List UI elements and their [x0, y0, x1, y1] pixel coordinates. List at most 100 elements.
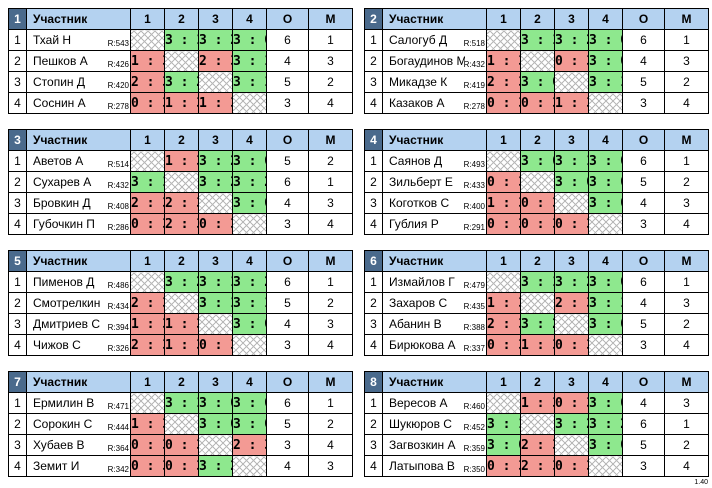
place-header: М [308, 250, 353, 272]
opponent-col-header: 1 [130, 129, 165, 151]
match-score: 3 : 2 [164, 71, 199, 93]
player-cell: Сухарев А R:432 [26, 171, 131, 193]
match-score: 2 : 3 [554, 292, 589, 314]
participant-header: Участник [26, 371, 131, 393]
player-place: 3 [664, 292, 709, 314]
player-name: Загвозкин А [389, 438, 456, 452]
player-place: 2 [664, 171, 709, 193]
player-rating: R:486 [107, 281, 129, 290]
match-score: 3 : 0 [198, 413, 233, 435]
player-cell: Вересов А R:460 [382, 392, 487, 414]
player-name: Саянов Д [389, 154, 443, 168]
opponent-col-header: 1 [486, 129, 521, 151]
player-points: 4 [266, 313, 309, 335]
match-score: 3 : 2 [520, 313, 555, 335]
points-header: О [622, 8, 665, 30]
player-place: 2 [308, 413, 353, 435]
match-score: 0 : 3 [520, 192, 555, 214]
player-cell: Ермилин В R:471 [26, 392, 131, 414]
player-rating: R:434 [107, 302, 129, 311]
match-score: 3 : 0 [232, 192, 267, 214]
player-position: 2 [8, 413, 27, 435]
group-number: 4 [364, 129, 383, 151]
match-score: 1 : 3 [520, 334, 555, 356]
player-name: Стопин Д [33, 75, 85, 89]
player-place: 2 [308, 71, 353, 93]
match-score: 0 : 3 [554, 50, 589, 72]
match-score: 0 : 3 [164, 455, 199, 477]
opponent-col-header: 3 [198, 8, 233, 30]
player-cell: Губочкин П R:286 [26, 213, 131, 235]
player-rating: R:388 [463, 323, 485, 332]
match-score: 3 : 2 [554, 413, 589, 435]
match-score: 0 : 3 [486, 92, 521, 114]
points-header: О [622, 371, 665, 393]
opponent-col-header: 2 [164, 371, 199, 393]
player-name: Шукюров С [389, 417, 452, 431]
player-place: 1 [308, 392, 353, 414]
player-name: Ермилин В [33, 396, 95, 410]
player-points: 5 [622, 313, 665, 335]
player-name: Губочкин П [33, 217, 95, 231]
player-position: 2 [8, 292, 27, 314]
group-number: 5 [8, 250, 27, 272]
player-points: 4 [622, 50, 665, 72]
player-position: 1 [364, 29, 383, 51]
header-row: 7 Участник 1 2 3 4 О М [8, 371, 353, 393]
header-row: 1 Участник 1 2 3 4 О М [8, 8, 353, 30]
opponent-col-header: 1 [486, 8, 521, 30]
match-score: 3 : 1 [198, 292, 233, 314]
match-score: 3 : 1 [164, 392, 199, 414]
player-position: 3 [364, 71, 383, 93]
opponent-col-header: 4 [588, 250, 623, 272]
player-points: 4 [266, 192, 309, 214]
opponent-col-header: 2 [520, 371, 555, 393]
self-match-cell [198, 192, 233, 214]
participant-header: Участник [26, 250, 131, 272]
player-place: 4 [664, 213, 709, 235]
player-row: 1 Вересов А R:460 1 : 30 : 33 : 043 [364, 392, 709, 414]
player-points: 5 [622, 171, 665, 193]
player-cell: Дмитриев С R:394 [26, 313, 131, 335]
match-score: 3 : 0 [588, 434, 623, 456]
match-score: 3 : 0 [588, 271, 623, 293]
opponent-col-header: 2 [520, 129, 555, 151]
place-header: М [664, 371, 709, 393]
player-rating: R:543 [107, 39, 129, 48]
player-rating: R:433 [463, 181, 485, 190]
player-place: 2 [308, 292, 353, 314]
self-match-cell [588, 455, 623, 477]
points-header: О [266, 371, 309, 393]
header-row: 8 Участник 1 2 3 4 О М [364, 371, 709, 393]
player-position: 3 [8, 192, 27, 214]
player-cell: Тхай Н R:543 [26, 29, 131, 51]
player-cell: Шукюров С R:452 [382, 413, 487, 435]
player-place: 3 [308, 192, 353, 214]
player-cell: Богаудинов М R:432 [382, 50, 487, 72]
player-rating: R:342 [107, 465, 129, 474]
opponent-col-header: 4 [232, 8, 267, 30]
player-name: Сорокин С [33, 417, 93, 431]
player-position: 3 [8, 71, 27, 93]
match-score: 3 : 1 [232, 71, 267, 93]
player-cell: Абанин В R:388 [382, 313, 487, 335]
match-score: 1 : 3 [130, 50, 165, 72]
player-place: 4 [664, 92, 709, 114]
player-name: Вересов А [389, 396, 448, 410]
player-name: Абанин В [389, 317, 442, 331]
player-place: 4 [664, 455, 709, 477]
player-row: 1 Аветов А R:514 1 : 33 : 23 : 052 [8, 150, 353, 172]
player-cell: Смотрелкин R:434 [26, 292, 131, 314]
match-score: 3 : 0 [588, 150, 623, 172]
player-cell: Земит И R:342 [26, 455, 131, 477]
player-position: 2 [364, 50, 383, 72]
match-score: 3 : 1 [232, 50, 267, 72]
match-score: 1 : 3 [164, 313, 199, 335]
